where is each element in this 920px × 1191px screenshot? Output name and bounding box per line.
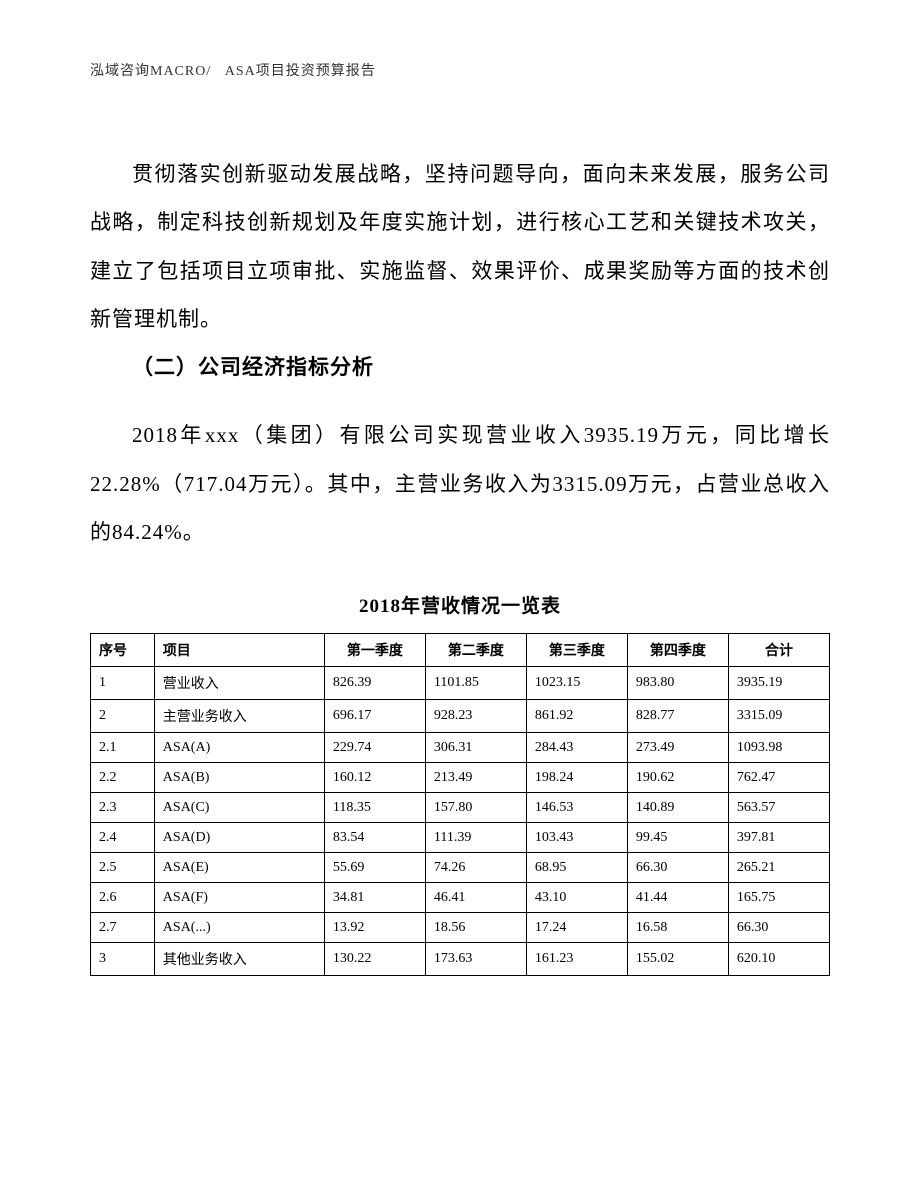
cell-q3: 68.95 [526, 853, 627, 883]
cell-total: 3935.19 [728, 667, 829, 700]
cell-total: 1093.98 [728, 733, 829, 763]
cell-q2: 157.80 [425, 793, 526, 823]
cell-seq: 2 [91, 700, 155, 733]
cell-q3: 198.24 [526, 763, 627, 793]
cell-seq: 2.1 [91, 733, 155, 763]
cell-total: 620.10 [728, 943, 829, 976]
col-header-seq: 序号 [91, 634, 155, 667]
cell-q2: 1101.85 [425, 667, 526, 700]
cell-q1: 696.17 [324, 700, 425, 733]
cell-item: 营业收入 [154, 667, 324, 700]
cell-total: 3315.09 [728, 700, 829, 733]
cell-total: 397.81 [728, 823, 829, 853]
table-row: 2.4 ASA(D) 83.54 111.39 103.43 99.45 397… [91, 823, 830, 853]
cell-q1: 229.74 [324, 733, 425, 763]
paragraph-2: 2018年xxx（集团）有限公司实现营业收入3935.19万元，同比增长22.2… [90, 411, 830, 556]
table-row: 3 其他业务收入 130.22 173.63 161.23 155.02 620… [91, 943, 830, 976]
col-header-q4: 第四季度 [627, 634, 728, 667]
revenue-table: 序号 项目 第一季度 第二季度 第三季度 第四季度 合计 1 营业收入 826.… [90, 633, 830, 976]
cell-q1: 130.22 [324, 943, 425, 976]
cell-q1: 83.54 [324, 823, 425, 853]
cell-q2: 928.23 [425, 700, 526, 733]
cell-seq: 2.6 [91, 883, 155, 913]
cell-q2: 173.63 [425, 943, 526, 976]
cell-item: ASA(...) [154, 913, 324, 943]
cell-item: ASA(B) [154, 763, 324, 793]
cell-seq: 2.3 [91, 793, 155, 823]
header-company: 泓域咨询MACRO/ [90, 64, 211, 79]
table-body: 1 营业收入 826.39 1101.85 1023.15 983.80 393… [91, 667, 830, 976]
cell-q4: 828.77 [627, 700, 728, 733]
cell-q2: 213.49 [425, 763, 526, 793]
cell-total: 762.47 [728, 763, 829, 793]
col-header-q3: 第三季度 [526, 634, 627, 667]
cell-item: ASA(D) [154, 823, 324, 853]
table-row: 2.2 ASA(B) 160.12 213.49 198.24 190.62 7… [91, 763, 830, 793]
table-row: 2 主营业务收入 696.17 928.23 861.92 828.77 331… [91, 700, 830, 733]
cell-q1: 160.12 [324, 763, 425, 793]
cell-seq: 2.7 [91, 913, 155, 943]
cell-q4: 140.89 [627, 793, 728, 823]
table-row: 2.5 ASA(E) 55.69 74.26 68.95 66.30 265.2… [91, 853, 830, 883]
col-header-q2: 第二季度 [425, 634, 526, 667]
cell-seq: 2.4 [91, 823, 155, 853]
cell-seq: 2.2 [91, 763, 155, 793]
cell-q3: 861.92 [526, 700, 627, 733]
cell-q1: 13.92 [324, 913, 425, 943]
cell-q2: 46.41 [425, 883, 526, 913]
cell-total: 563.57 [728, 793, 829, 823]
table-row: 2.7 ASA(...) 13.92 18.56 17.24 16.58 66.… [91, 913, 830, 943]
cell-q3: 161.23 [526, 943, 627, 976]
cell-q4: 66.30 [627, 853, 728, 883]
cell-seq: 3 [91, 943, 155, 976]
cell-q4: 41.44 [627, 883, 728, 913]
cell-seq: 2.5 [91, 853, 155, 883]
cell-q4: 155.02 [627, 943, 728, 976]
cell-item: ASA(F) [154, 883, 324, 913]
cell-item: ASA(A) [154, 733, 324, 763]
cell-seq: 1 [91, 667, 155, 700]
table-row: 1 营业收入 826.39 1101.85 1023.15 983.80 393… [91, 667, 830, 700]
cell-item: ASA(C) [154, 793, 324, 823]
table-row: 2.3 ASA(C) 118.35 157.80 146.53 140.89 5… [91, 793, 830, 823]
cell-q1: 118.35 [324, 793, 425, 823]
table-header-row: 序号 项目 第一季度 第二季度 第三季度 第四季度 合计 [91, 634, 830, 667]
cell-q3: 284.43 [526, 733, 627, 763]
col-header-total: 合计 [728, 634, 829, 667]
table-title: 2018年营收情况一览表 [90, 591, 830, 618]
cell-q2: 18.56 [425, 913, 526, 943]
page-header: 泓域咨询MACRO/ ASA项目投资预算报告 [90, 60, 830, 80]
cell-total: 265.21 [728, 853, 829, 883]
cell-q4: 983.80 [627, 667, 728, 700]
cell-q1: 826.39 [324, 667, 425, 700]
cell-q2: 74.26 [425, 853, 526, 883]
cell-q1: 55.69 [324, 853, 425, 883]
col-header-item: 项目 [154, 634, 324, 667]
cell-item: 其他业务收入 [154, 943, 324, 976]
cell-q3: 146.53 [526, 793, 627, 823]
cell-q3: 1023.15 [526, 667, 627, 700]
cell-q3: 17.24 [526, 913, 627, 943]
cell-total: 66.30 [728, 913, 829, 943]
col-header-q1: 第一季度 [324, 634, 425, 667]
cell-total: 165.75 [728, 883, 829, 913]
cell-q2: 111.39 [425, 823, 526, 853]
header-doc-title: ASA项目投资预算报告 [225, 64, 376, 79]
paragraph-1: 贯彻落实创新驱动发展战略，坚持问题导向，面向未来发展，服务公司战略，制定科技创新… [90, 150, 830, 343]
table-row: 2.1 ASA(A) 229.74 306.31 284.43 273.49 1… [91, 733, 830, 763]
cell-q4: 190.62 [627, 763, 728, 793]
cell-q3: 103.43 [526, 823, 627, 853]
cell-q4: 16.58 [627, 913, 728, 943]
section-title: （二）公司经济指标分析 [90, 343, 830, 391]
cell-q4: 99.45 [627, 823, 728, 853]
cell-q4: 273.49 [627, 733, 728, 763]
cell-q2: 306.31 [425, 733, 526, 763]
cell-item: ASA(E) [154, 853, 324, 883]
cell-q3: 43.10 [526, 883, 627, 913]
cell-q1: 34.81 [324, 883, 425, 913]
table-row: 2.6 ASA(F) 34.81 46.41 43.10 41.44 165.7… [91, 883, 830, 913]
cell-item: 主营业务收入 [154, 700, 324, 733]
